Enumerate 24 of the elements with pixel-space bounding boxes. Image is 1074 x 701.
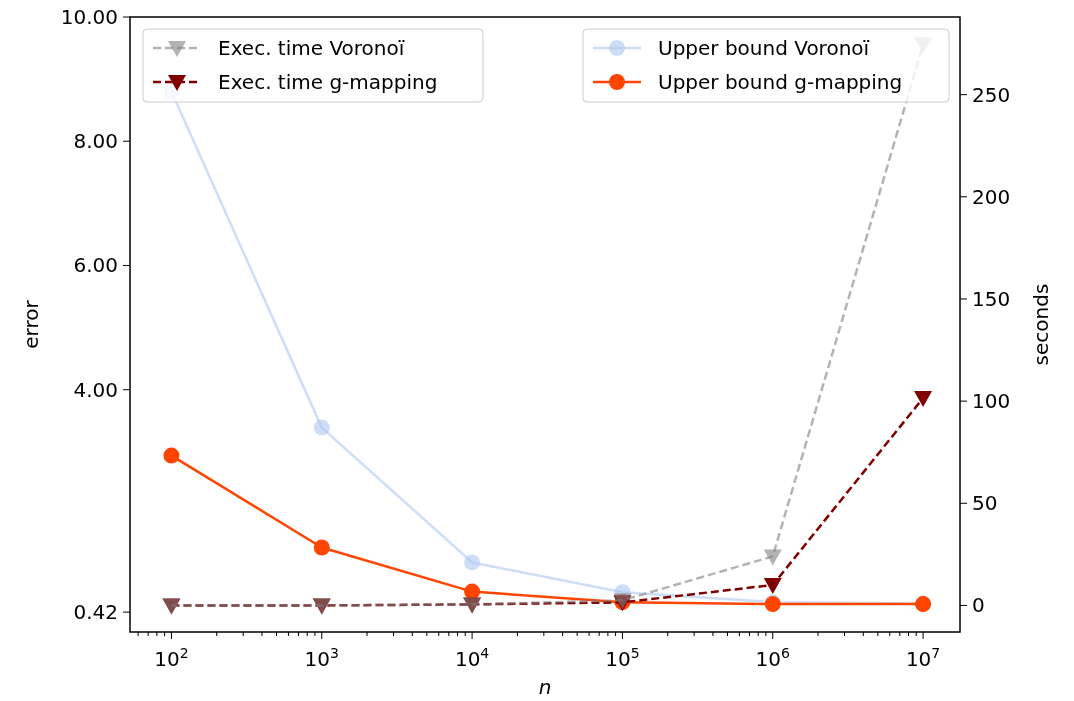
legend-label: Exec. time Voronoï xyxy=(218,36,405,60)
y2-tick-label: 150 xyxy=(972,286,1011,311)
x-tick-label: 10$^{6}$ xyxy=(755,645,791,671)
x-tick-label: 10$^{3}$ xyxy=(304,645,339,671)
y-tick-label: 4.00 xyxy=(73,377,118,402)
x-tick-label: 10$^{2}$ xyxy=(154,645,189,671)
x-axis-title: n xyxy=(538,675,552,699)
y2-tick-label: 100 xyxy=(972,389,1011,414)
y-tick-label: 10.00 xyxy=(60,5,118,29)
y-tick-label: 0.42 xyxy=(73,600,118,625)
x-tick-label: 10$^{5}$ xyxy=(605,645,640,671)
y-axis-title: error xyxy=(19,299,43,349)
y2-tick-label: 200 xyxy=(972,184,1011,209)
y-tick-label: 6.00 xyxy=(73,253,118,278)
y-tick-label: 8.00 xyxy=(73,129,118,154)
y2-tick-label: 250 xyxy=(972,82,1011,107)
y2-tick-label: 50 xyxy=(972,491,998,516)
x-tick-label: 10$^{4}$ xyxy=(454,645,490,671)
y2-axis-title: seconds xyxy=(1029,283,1053,366)
legend-label: Upper bound Voronoï xyxy=(658,36,870,60)
x-tick-label: 10$^{7}$ xyxy=(905,645,941,671)
y2-tick-label: 0 xyxy=(972,593,985,618)
legend-label: Exec. time g-mapping xyxy=(218,70,438,94)
legend-label: Upper bound g-mapping xyxy=(658,70,903,94)
